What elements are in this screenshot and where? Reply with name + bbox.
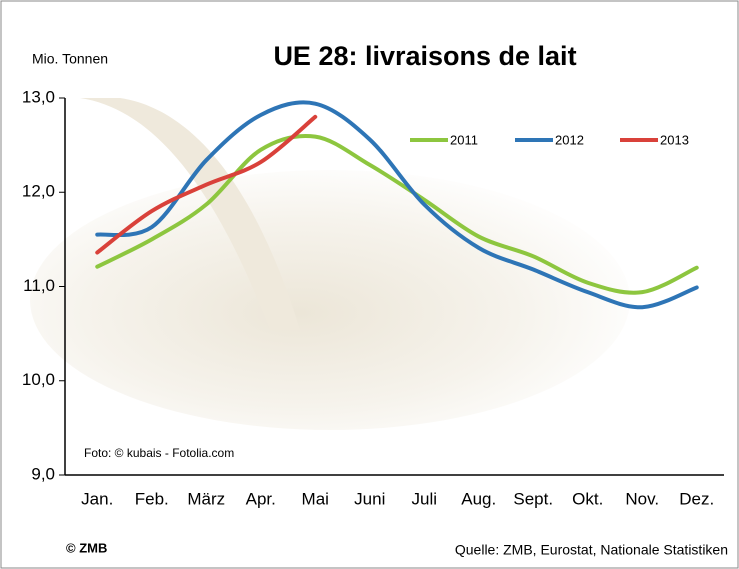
source: Quelle: ZMB, Eurostat, Nationale Statist… <box>455 542 728 558</box>
legend-label: 2011 <box>450 132 478 147</box>
x-tick-label: Sept. <box>513 489 553 508</box>
x-tick-label: Dez. <box>679 489 714 508</box>
copyright: © ZMB <box>66 540 107 555</box>
x-tick-label: Mai <box>302 489 329 508</box>
legend-label: 2013 <box>660 132 689 147</box>
y-axis-label: Mio. Tonnen <box>32 51 108 67</box>
y-tick-label: 12,0 <box>22 182 55 201</box>
background-splash <box>30 170 630 430</box>
photo-credit: Foto: © kubais - Fotolia.com <box>84 446 234 460</box>
x-tick-label: Nov. <box>625 489 659 508</box>
x-tick-label: Feb. <box>135 489 169 508</box>
x-tick-label: März <box>187 489 225 508</box>
y-tick-label: 10,0 <box>22 370 55 389</box>
y-tick-label: 9,0 <box>31 464 55 483</box>
x-tick-label: Juli <box>411 489 437 508</box>
y-tick-label: 11,0 <box>23 276 55 295</box>
chart-title: UE 28: livraisons de lait <box>273 41 576 71</box>
chart: Mio. Tonnen UE 28: livraisons de lait Fo… <box>0 0 739 569</box>
x-tick-label: Apr. <box>246 489 276 508</box>
x-tick-label: Jan. <box>81 489 113 508</box>
y-tick-label: 13,0 <box>22 87 55 106</box>
x-tick-label: Aug. <box>461 489 496 508</box>
legend-label: 2012 <box>555 132 584 147</box>
x-tick-label: Juni <box>354 489 385 508</box>
x-tick-label: Okt. <box>572 489 603 508</box>
